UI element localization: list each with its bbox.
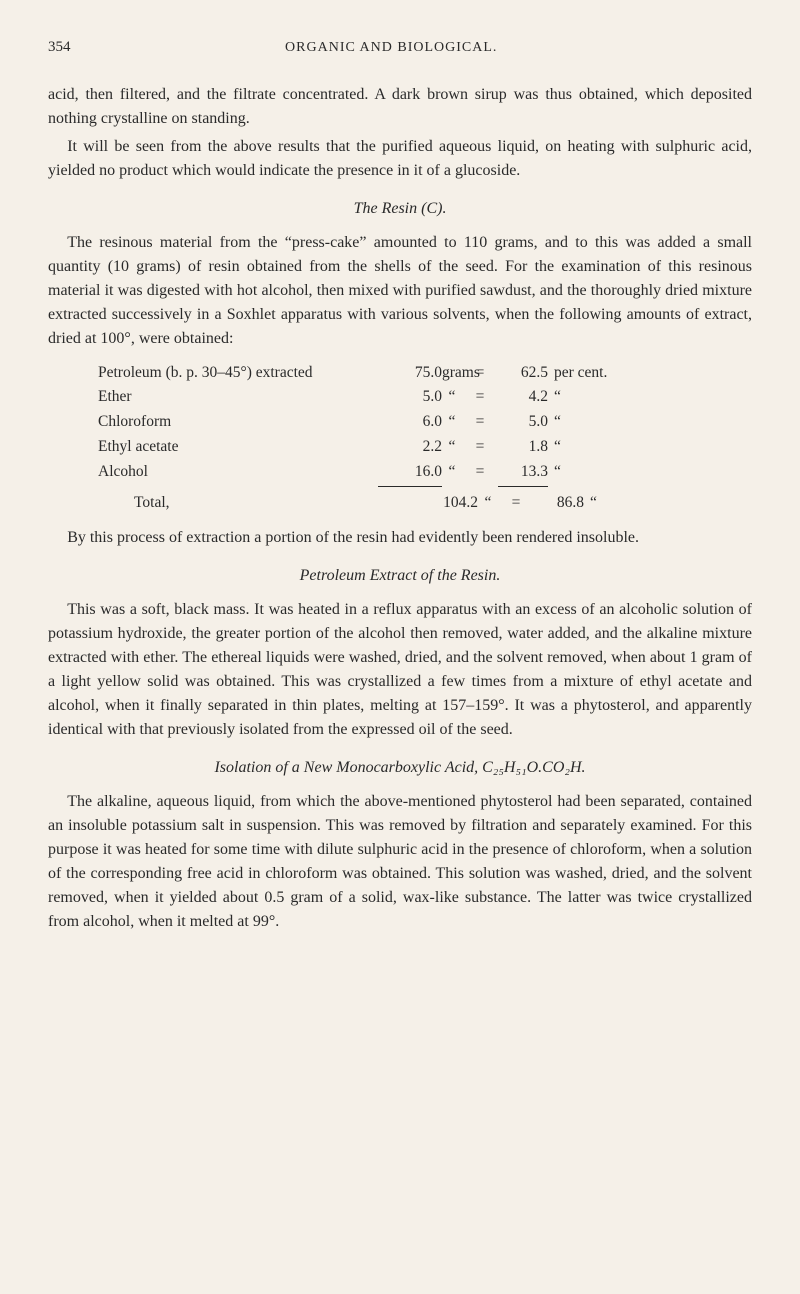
row-amount: 2.2 — [378, 435, 442, 460]
row-pct: 1.8 — [498, 435, 548, 460]
section-title: Petroleum Extract of the Resin. — [48, 564, 752, 588]
page-number: 354 — [48, 36, 71, 59]
row-eq: = — [462, 361, 498, 386]
row-eq: = — [462, 460, 498, 485]
row-unit: “ — [442, 385, 462, 410]
row-label: Ethyl acetate — [98, 435, 378, 460]
table-row: Alcohol 16.0 “ = 13.3 “ — [98, 460, 752, 485]
total-eq: = — [498, 491, 534, 516]
total-pct-unit: “ — [584, 491, 660, 516]
rule-segment — [378, 486, 442, 487]
page-header: 354 ORGANIC AND BIOLOGICAL. — [48, 36, 752, 59]
paragraph: By this process of extraction a portion … — [48, 526, 752, 550]
table-row: Petroleum (b. p. 30–45°) extracted 75.0 … — [98, 361, 752, 386]
row-label: Ether — [98, 385, 378, 410]
row-label: Alcohol — [98, 460, 378, 485]
rule-segment — [498, 486, 548, 487]
table-total-row: Total, 104.2 “ = 86.8 “ — [98, 491, 752, 516]
row-eq: = — [462, 385, 498, 410]
total-pct: 86.8 — [534, 491, 584, 516]
paragraph: It will be seen from the above results t… — [48, 135, 752, 183]
row-pct: 13.3 — [498, 460, 548, 485]
total-amount: 104.2 — [414, 491, 478, 516]
row-pct-unit: “ — [548, 410, 624, 435]
row-pct: 62.5 — [498, 361, 548, 386]
table-rule — [98, 486, 752, 487]
total-unit: “ — [478, 491, 498, 516]
extract-table: Petroleum (b. p. 30–45°) extracted 75.0 … — [98, 361, 752, 517]
row-amount: 16.0 — [378, 460, 442, 485]
table-row: Ether 5.0 “ = 4.2 “ — [98, 385, 752, 410]
running-head: ORGANIC AND BIOLOGICAL. — [71, 37, 713, 58]
row-unit: “ — [442, 435, 462, 460]
row-amount: 5.0 — [378, 385, 442, 410]
row-label: Petroleum (b. p. 30–45°) extracted — [98, 361, 378, 386]
row-pct: 4.2 — [498, 385, 548, 410]
section-title: The Resin (C). — [48, 197, 752, 221]
row-pct-unit: per cent. — [548, 361, 624, 386]
table-row: Chloroform 6.0 “ = 5.0 “ — [98, 410, 752, 435]
row-label: Chloroform — [98, 410, 378, 435]
row-unit: “ — [442, 410, 462, 435]
paragraph: The alkaline, aqueous liquid, from which… — [48, 790, 752, 934]
row-amount: 75.0 — [378, 361, 442, 386]
row-pct-unit: “ — [548, 435, 624, 460]
section-title: Isolation of a New Monocarboxylic Acid, … — [48, 756, 752, 780]
row-eq: = — [462, 435, 498, 460]
row-pct-unit: “ — [548, 460, 624, 485]
row-unit: “ — [442, 460, 462, 485]
total-label: Total, — [98, 491, 414, 516]
row-amount: 6.0 — [378, 410, 442, 435]
row-pct-unit: “ — [548, 385, 624, 410]
row-unit: grams — [442, 361, 462, 386]
row-pct: 5.0 — [498, 410, 548, 435]
paragraph: acid, then filtered, and the filtrate co… — [48, 83, 752, 131]
paragraph: This was a soft, black mass. It was heat… — [48, 598, 752, 742]
page: 354 ORGANIC AND BIOLOGICAL. acid, then f… — [0, 0, 800, 986]
table-row: Ethyl acetate 2.2 “ = 1.8 “ — [98, 435, 752, 460]
row-eq: = — [462, 410, 498, 435]
paragraph: The resinous material from the “press-ca… — [48, 231, 752, 351]
